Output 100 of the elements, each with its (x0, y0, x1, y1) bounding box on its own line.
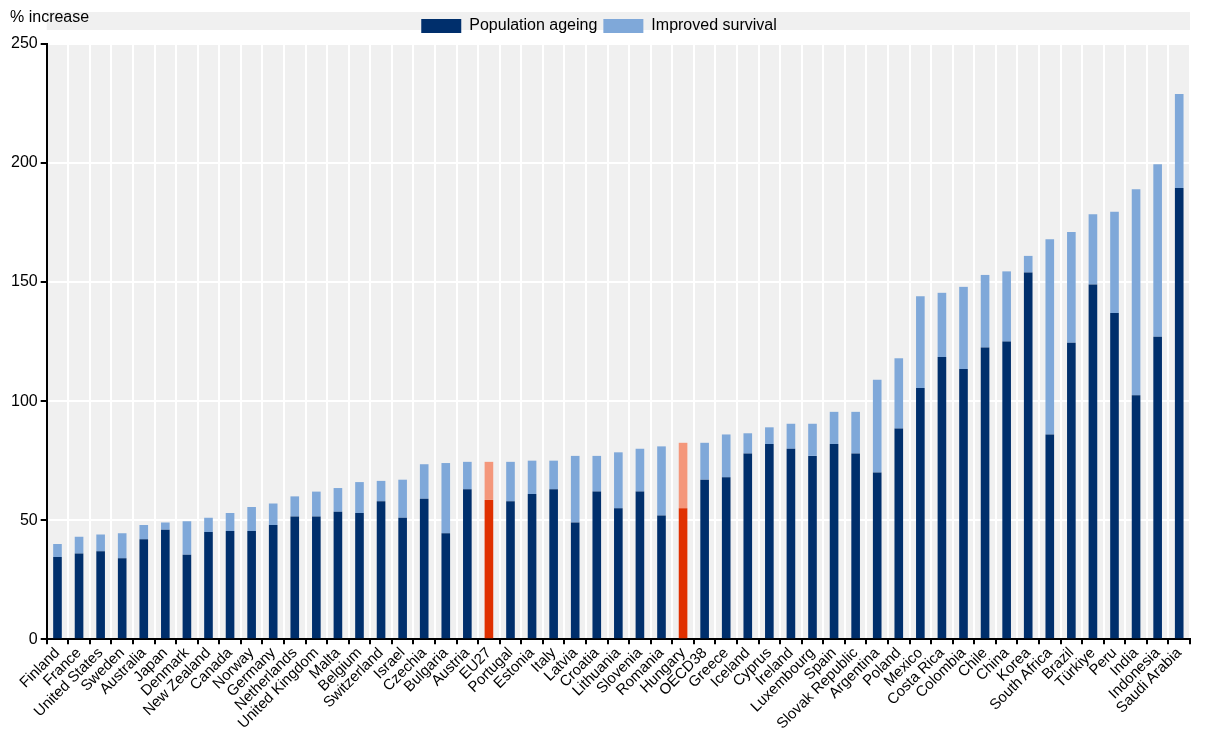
bar (872, 472, 882, 639)
bar (161, 529, 170, 639)
bar (1153, 164, 1162, 337)
bar (916, 296, 925, 389)
bar (851, 411, 860, 454)
bar (894, 358, 904, 429)
bar (1131, 189, 1141, 396)
bar (1174, 94, 1184, 189)
bar (980, 274, 990, 348)
y-tick-label: 100 (10, 391, 38, 409)
bar (182, 554, 192, 639)
y-tick-label: 150 (10, 272, 38, 290)
bar (592, 491, 602, 639)
bar (872, 379, 882, 473)
bar (441, 533, 451, 639)
bar (829, 411, 839, 444)
bar (592, 455, 602, 492)
bar (1153, 336, 1162, 639)
bar (894, 428, 904, 639)
bar (1045, 239, 1055, 435)
bar (484, 461, 494, 500)
bar (700, 442, 709, 480)
bar (247, 507, 256, 531)
bar (570, 455, 580, 523)
bar (312, 491, 321, 517)
bar (549, 489, 558, 639)
bar (182, 521, 192, 555)
bar (74, 553, 84, 639)
bar (463, 461, 472, 490)
legend-label: Improved survival (651, 16, 777, 34)
bar (398, 479, 407, 518)
bar (1067, 342, 1076, 639)
bar (376, 501, 386, 639)
bar (333, 488, 343, 512)
bar (527, 460, 537, 494)
bar (53, 557, 62, 639)
bar (570, 522, 580, 639)
bar (117, 558, 127, 639)
bar (549, 460, 558, 490)
bar (139, 524, 149, 540)
bar (980, 347, 990, 639)
bar (225, 530, 235, 639)
bar (678, 442, 688, 509)
bar (743, 453, 753, 639)
bar (1110, 313, 1119, 639)
bar (808, 423, 817, 456)
bar (937, 357, 947, 639)
bar (808, 455, 817, 639)
bar (506, 501, 515, 639)
legend-label: Population ageing (469, 16, 598, 34)
bar (419, 498, 429, 639)
bar (96, 534, 105, 552)
bar (1002, 341, 1011, 639)
bar (786, 423, 796, 449)
bar (678, 508, 688, 639)
bar (506, 461, 515, 502)
bar (657, 515, 666, 639)
bar (463, 489, 472, 639)
bar (1088, 284, 1098, 639)
bar (1131, 395, 1141, 639)
bar (743, 433, 753, 454)
bar (355, 513, 364, 639)
bar (484, 499, 494, 639)
bar (851, 453, 860, 639)
bar (765, 427, 774, 444)
bar (117, 533, 127, 559)
bar (74, 536, 84, 554)
bar (419, 464, 429, 499)
bar (721, 434, 731, 478)
bar (614, 452, 623, 509)
bar (96, 551, 105, 639)
bar (829, 443, 839, 639)
bar (614, 508, 623, 639)
bar (1174, 188, 1184, 639)
bar (441, 463, 451, 534)
bar (527, 493, 537, 639)
y-tick-label: 50 (19, 510, 38, 528)
bar (1045, 434, 1055, 639)
y-tick-label: 250 (10, 34, 38, 52)
bar (765, 443, 774, 639)
bar (268, 524, 278, 639)
bar (139, 539, 149, 639)
y-tick-label: 200 (10, 153, 38, 171)
bar (1023, 272, 1033, 639)
bar (1002, 271, 1011, 342)
bar (916, 388, 925, 639)
y-tick-label: 0 (28, 629, 38, 647)
bar (398, 517, 407, 639)
bar (937, 292, 947, 358)
bar (1067, 232, 1076, 343)
bar (786, 448, 796, 639)
bar (1110, 211, 1119, 314)
y-axis-title: % increase (10, 8, 90, 26)
bar (225, 513, 235, 531)
bar (312, 516, 321, 639)
bar (376, 480, 386, 502)
bar (247, 530, 256, 639)
bar (290, 516, 300, 639)
bar (1088, 214, 1098, 285)
bar (204, 517, 213, 533)
